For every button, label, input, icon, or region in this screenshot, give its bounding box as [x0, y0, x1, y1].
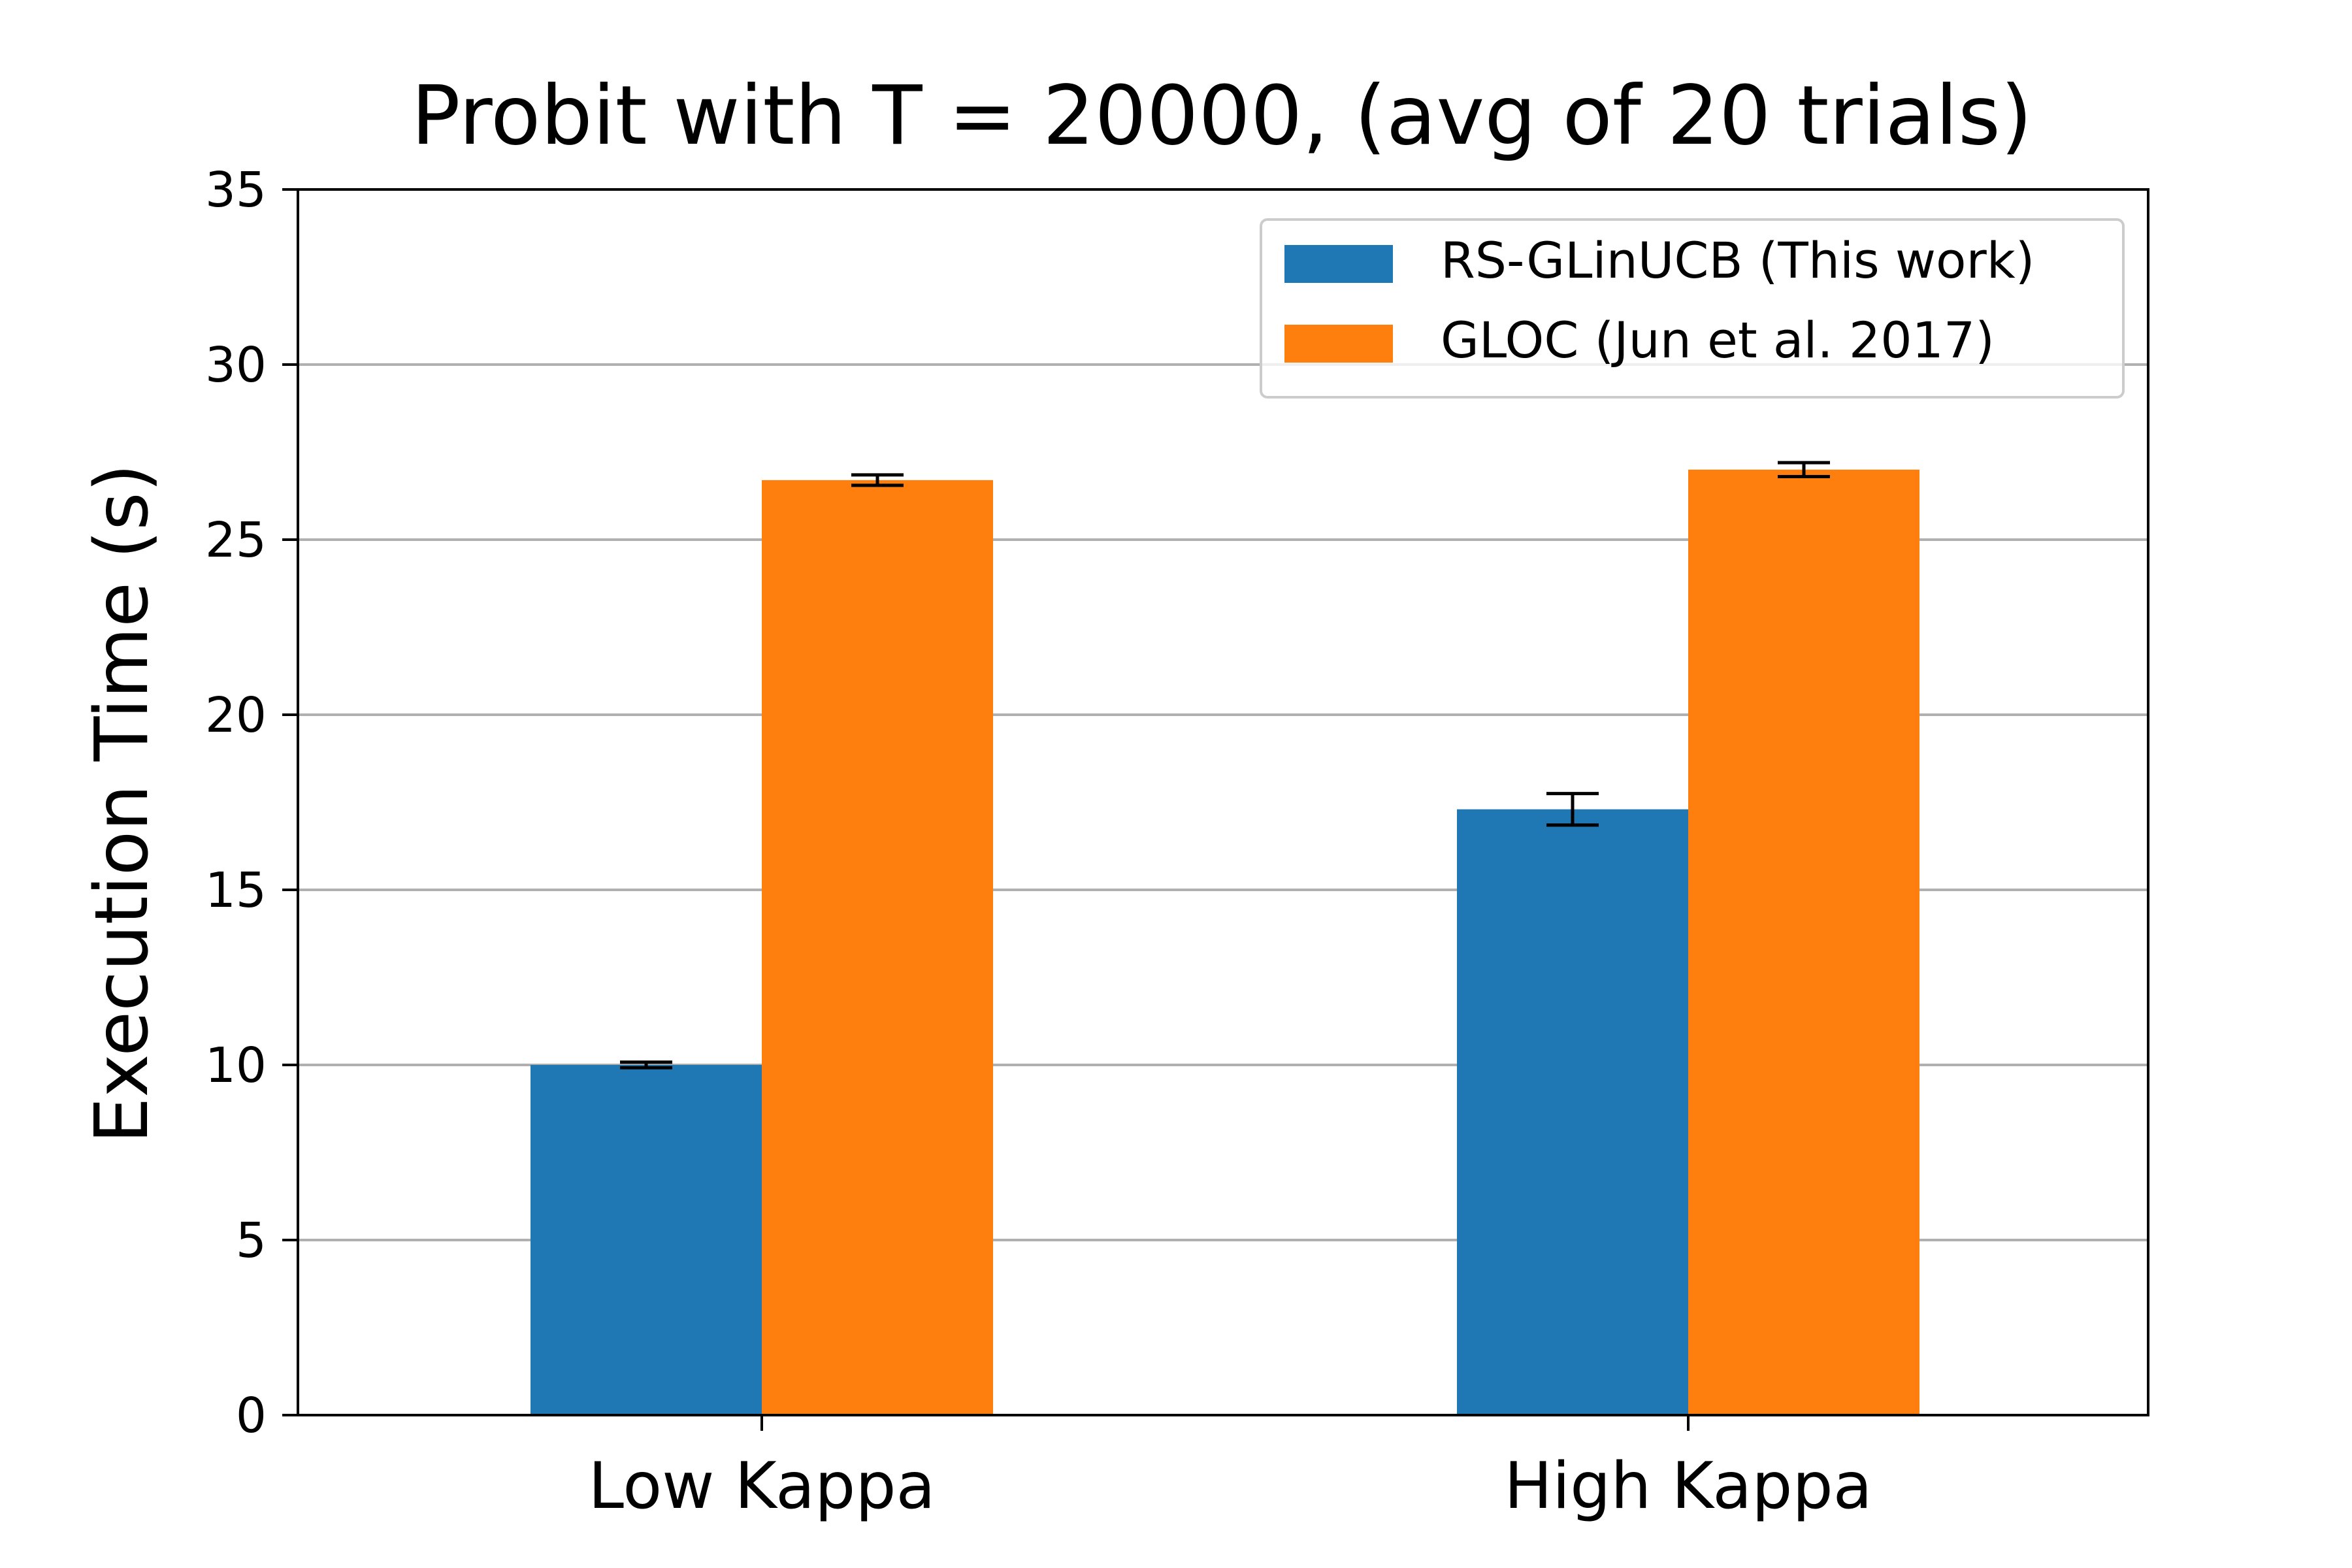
y-tick-label: 5	[236, 1213, 267, 1269]
y-tick-label: 15	[205, 862, 267, 919]
legend-swatch-gloc	[1284, 325, 1393, 363]
plot-frame	[297, 188, 2149, 1416]
bar-1-1	[1688, 469, 1919, 1415]
bars	[531, 469, 1919, 1415]
legend-frame	[1260, 218, 2125, 399]
y-axis-ticks: 0 5 10 15 20 25 30 35	[205, 162, 298, 1444]
x-tick-label: Low Kappa	[588, 1449, 935, 1524]
legend-label-rs-glinucb: RS-GLinUCB (This work)	[1441, 231, 2034, 289]
bar-0-1	[762, 480, 993, 1415]
x-axis-ticks: Low Kappa High Kappa	[588, 1415, 1872, 1524]
legend-swatch-rs-glinucb	[1284, 245, 1393, 283]
error-bars	[620, 461, 1830, 1070]
y-tick-label: 20	[205, 687, 267, 743]
y-tick-label: 25	[205, 512, 267, 568]
legend-label-gloc: GLOC (Jun et al. 2017)	[1441, 311, 1995, 369]
x-tick-label: High Kappa	[1504, 1449, 1872, 1524]
chart-title: Probit with T = 20000, (avg of 20 trials…	[411, 69, 2033, 163]
y-tick-label: 35	[205, 162, 267, 218]
bar-0-0	[531, 1065, 762, 1415]
y-tick-label: 0	[236, 1388, 267, 1444]
y-tick-label: 30	[205, 337, 267, 393]
bar-1-0	[1457, 809, 1688, 1415]
y-tick-label: 10	[205, 1037, 267, 1094]
y-axis-label: Execution Time (s)	[80, 464, 165, 1144]
legend: RS-GLinUCB (This work) GLOC (Jun et al. …	[1260, 218, 2125, 399]
